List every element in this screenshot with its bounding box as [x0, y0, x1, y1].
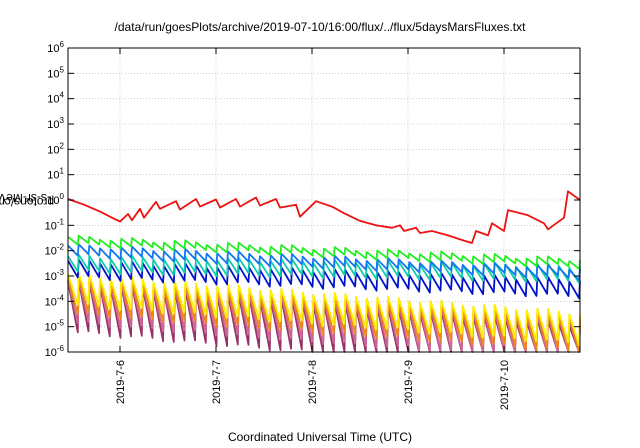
y-tick-label: 100 — [47, 192, 64, 207]
y-tick-label: 10-3 — [45, 268, 65, 283]
y-tick-label: 103 — [47, 116, 64, 131]
y-tick-label: 106 — [47, 40, 64, 55]
x-tick-label: 2019-7-7 — [211, 360, 223, 404]
y-tick-label: 105 — [47, 65, 64, 80]
y-tick-label: 104 — [47, 91, 64, 106]
y-tick-label: 101 — [47, 167, 64, 182]
y-ticks: 10-6 10-5 10-4 10-3 10-2 10-1 100 101 102 103 104 1… — [45, 40, 580, 359]
chart-title: /data/run/goesPlots/archive/2019-07-10/1… — [114, 20, 526, 34]
series-lines — [67, 190, 581, 353]
x-tick-label: 2019-7-10 — [499, 360, 511, 410]
x-tick-label: 2019-7-8 — [307, 360, 319, 404]
y-tick-label: 10-6 — [45, 344, 65, 359]
series-line — [67, 190, 581, 244]
y-tick-label: 10-2 — [45, 243, 65, 258]
y-tick-label: 102 — [47, 141, 64, 156]
y-tick-label: 10-1 — [45, 217, 65, 232]
y-tick-label: 10-5 — [45, 319, 65, 334]
x-ticks: 2019-7-6 2019-7-7 2019-7-8 2019-7-9 2019-7-1… — [115, 48, 511, 410]
series-line — [67, 234, 581, 270]
x-axis-label: Coordinated Universal Time (UTC) — [227, 430, 413, 444]
series-line — [67, 272, 581, 347]
x-tick-label: 2019-7-9 — [403, 360, 415, 404]
x-tick-label: 2019-7-6 — [115, 360, 127, 404]
y-tick-label: 10-4 — [45, 293, 65, 308]
